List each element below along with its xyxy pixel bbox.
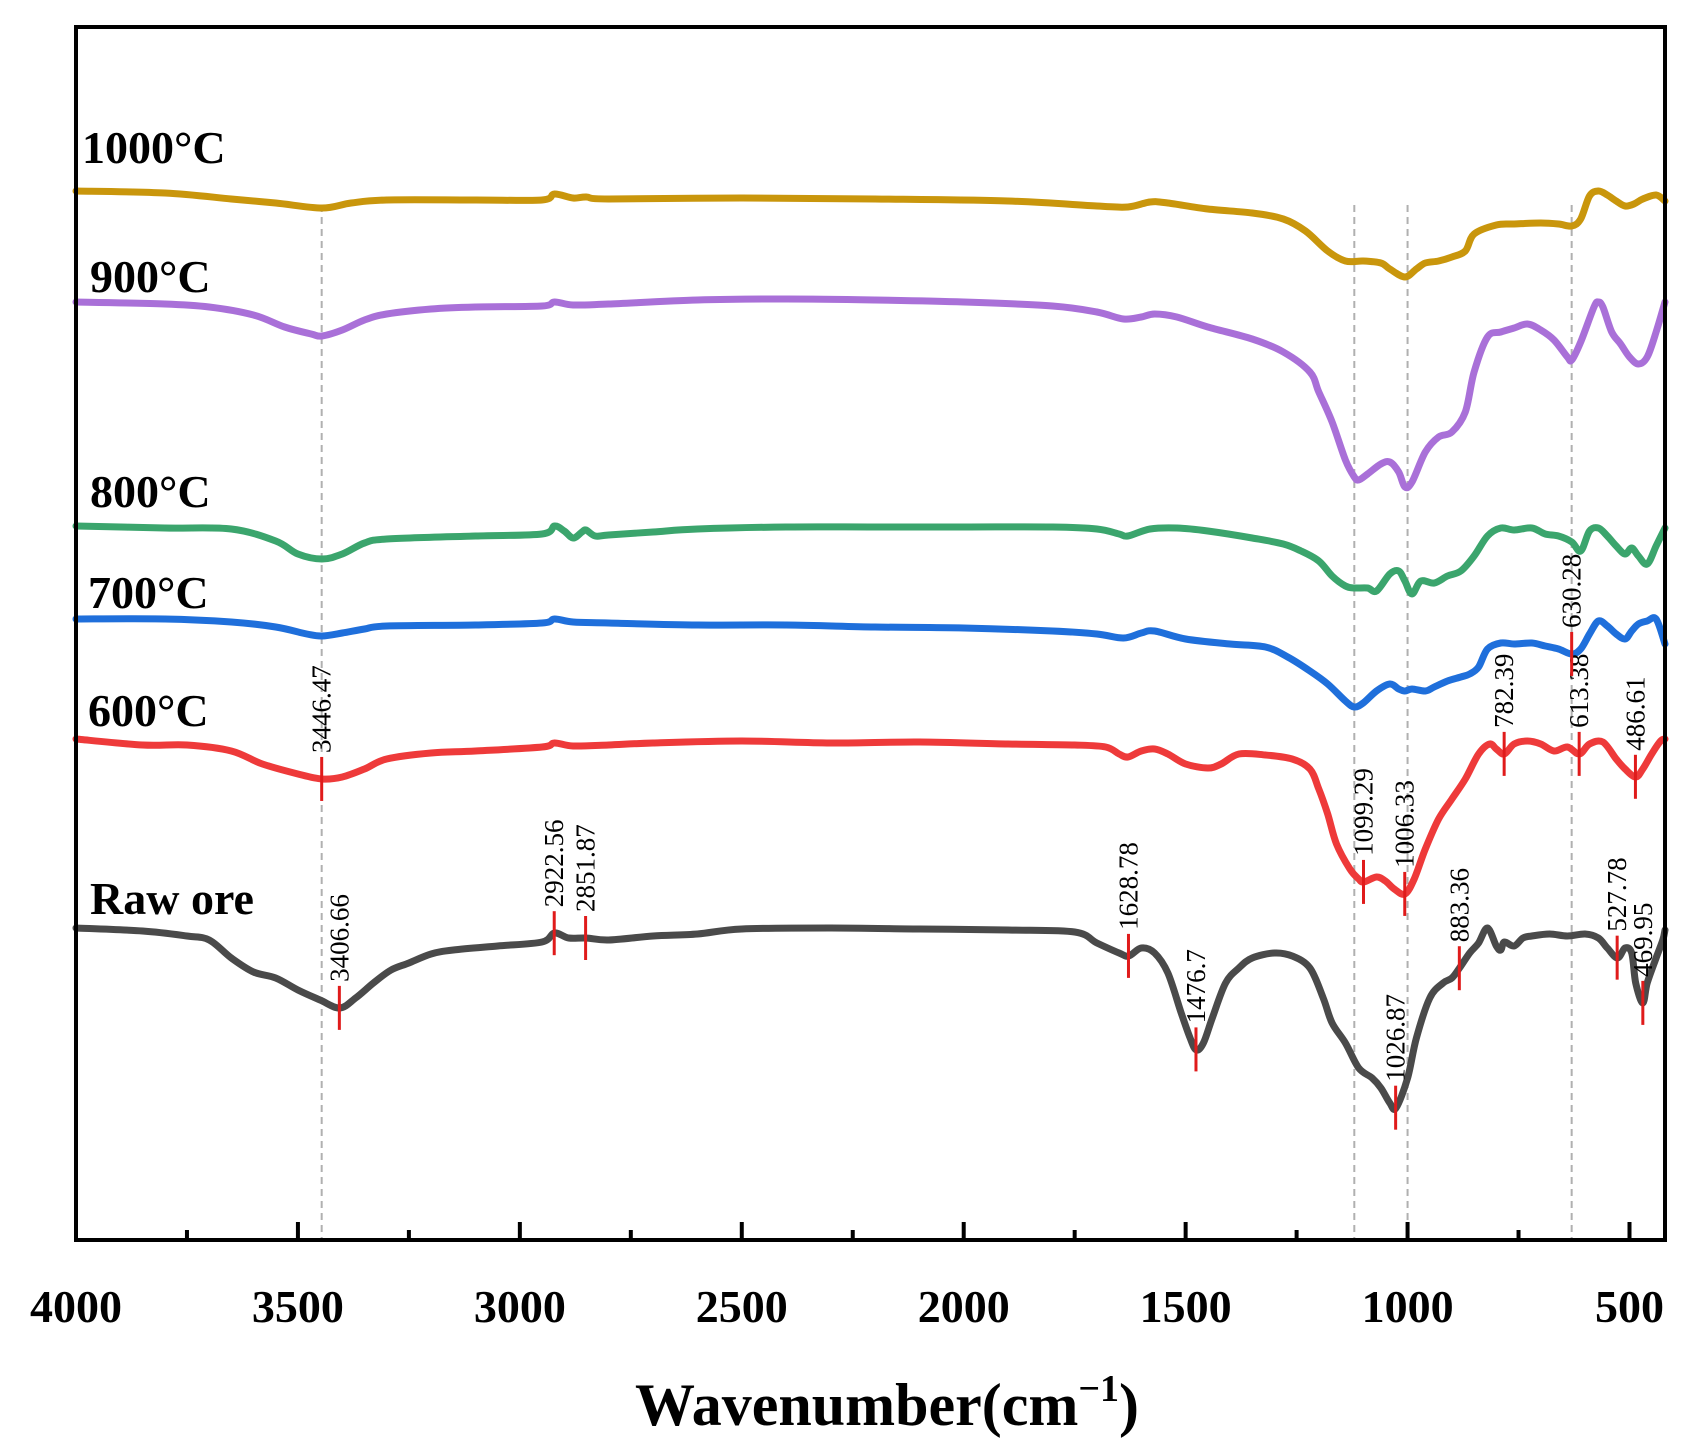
- x-tick-label: 3500: [252, 1281, 344, 1332]
- series-label: 700°C: [88, 567, 209, 618]
- x-axis-title: Wavenumber(cm−1): [635, 1368, 1139, 1438]
- series-line-1000-c: [72, 187, 1669, 281]
- peak-label: 2851.87: [571, 824, 601, 912]
- series-line-raw-ore: [72, 924, 1669, 1113]
- series-line-600-c: [72, 735, 1669, 898]
- series-label: 800°C: [90, 466, 211, 517]
- plot-frame: [74, 25, 1667, 1242]
- peak-label: 1006.33: [1390, 780, 1420, 868]
- peak-label: 3406.66: [324, 894, 354, 982]
- x-tick-label: 1000: [1362, 1281, 1454, 1332]
- series-line-700-c: [72, 614, 1669, 711]
- series-label: 900°C: [90, 251, 211, 302]
- peak-label: 613.38: [1564, 654, 1594, 728]
- peak-label: 630.28: [1557, 554, 1587, 628]
- peak-label: 1476.7: [1181, 949, 1211, 1023]
- peak-label: 1099.29: [1348, 768, 1378, 856]
- peak-label: 883.36: [1444, 868, 1474, 942]
- x-axis-title-close: ): [1119, 1372, 1139, 1438]
- peak-label: 782.39: [1489, 654, 1519, 728]
- x-tick-label: 2000: [918, 1281, 1010, 1332]
- series-group: [72, 187, 1669, 1113]
- series-labels: 1000°C 900°C 800°C 700°C 600°C Raw ore: [82, 122, 254, 924]
- x-tick-label: 2500: [696, 1281, 788, 1332]
- x-tick-label: 4000: [30, 1281, 122, 1332]
- peak-label: 469.95: [1628, 903, 1658, 977]
- x-tick-label: 500: [1595, 1281, 1664, 1332]
- series-label: 1000°C: [82, 122, 226, 173]
- peak-label: 486.61: [1620, 677, 1650, 751]
- x-axis-title-main: Wavenumber(cm: [635, 1372, 1078, 1438]
- reference-lines: [320, 205, 1573, 1240]
- x-axis-ticks: 4000 3500 3000 2500 2000 1500 1000 500: [30, 1222, 1664, 1332]
- series-line-900-c: [72, 295, 1669, 492]
- peak-label: 527.78: [1602, 857, 1632, 931]
- series-line-800-c: [72, 522, 1669, 598]
- peak-label: 1026.87: [1381, 994, 1411, 1082]
- series-label: Raw ore: [90, 873, 254, 924]
- peak-annotations: 3406.66 2922.56 2851.87 1628.78 1476.7 1026.8…: [307, 554, 1658, 1130]
- peak-label: 1628.78: [1113, 842, 1143, 930]
- peak-label: 3446.47: [307, 665, 337, 753]
- x-tick-label: 3000: [474, 1281, 566, 1332]
- series-label: 600°C: [88, 685, 209, 736]
- x-axis-title-superscript: −1: [1078, 1368, 1119, 1410]
- x-tick-label: 1500: [1140, 1281, 1232, 1332]
- peak-label: 2922.56: [539, 819, 569, 907]
